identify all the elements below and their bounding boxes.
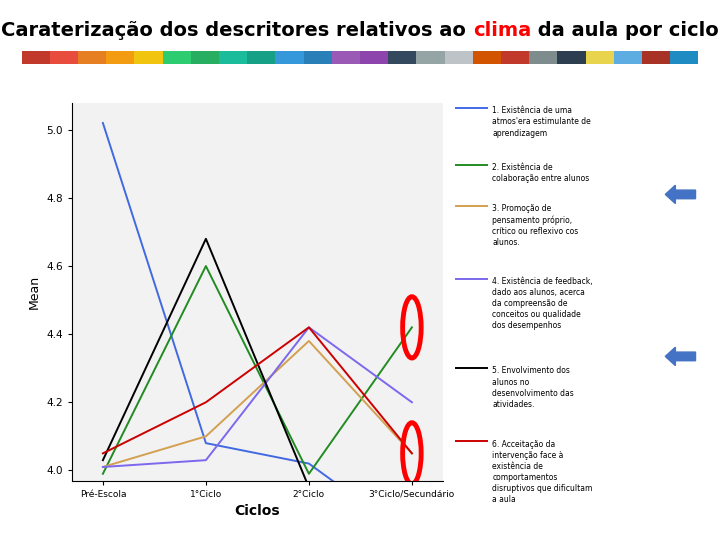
Bar — [501, 51, 529, 64]
Bar — [642, 51, 670, 64]
Text: 1. Existência de uma
atmos'era estimulante de
aprendizagem: 1. Existência de uma atmos'era estimulan… — [492, 106, 591, 138]
Y-axis label: Mean: Mean — [28, 274, 41, 309]
Text: 6. Acceitação da
intervenção face à
existência de
comportamentos
disruptivos que: 6. Acceitação da intervenção face à exis… — [492, 440, 593, 504]
Bar — [585, 51, 613, 64]
Bar — [473, 51, 501, 64]
Bar — [613, 51, 642, 64]
Bar — [332, 51, 360, 64]
Text: clima: clima — [473, 21, 531, 39]
Bar — [163, 51, 191, 64]
Bar — [247, 51, 275, 64]
Bar — [219, 51, 247, 64]
Bar — [557, 51, 585, 64]
Bar — [416, 51, 444, 64]
Text: 3. Promoção de
pensamento próprio,
crítico ou reflexivo cos
alunos.: 3. Promoção de pensamento próprio, críti… — [492, 204, 579, 247]
Bar — [50, 51, 78, 64]
Bar — [529, 51, 557, 64]
Bar — [275, 51, 304, 64]
Text: da aula por ciclo: da aula por ciclo — [531, 21, 719, 39]
Bar — [191, 51, 219, 64]
Text: Caraterização dos descritores relativos ao: Caraterização dos descritores relativos … — [1, 21, 473, 39]
Bar — [670, 51, 698, 64]
Text: 5. Envolvimento dos
alunos no
desenvolvimento das
atividades.: 5. Envolvimento dos alunos no desenvolvi… — [492, 367, 575, 409]
Bar — [444, 51, 473, 64]
Bar — [388, 51, 416, 64]
Bar — [107, 51, 135, 64]
Bar — [22, 51, 50, 64]
Text: 4. Existência de feedback,
dado aos alunos, acerca
da compreensão de
conceitos o: 4. Existência de feedback, dado aos alun… — [492, 277, 593, 330]
Bar — [304, 51, 332, 64]
Bar — [135, 51, 163, 64]
Bar — [78, 51, 107, 64]
X-axis label: Ciclos: Ciclos — [235, 504, 280, 518]
Bar — [360, 51, 388, 64]
Text: 2. Existência de
colaboração entre alunos: 2. Existência de colaboração entre aluno… — [492, 163, 590, 184]
